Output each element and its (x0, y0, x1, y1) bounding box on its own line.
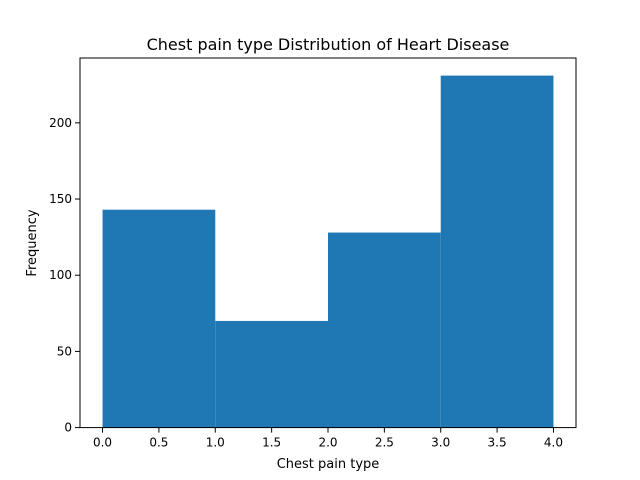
x-axis-ticks: 0.0 0.5 1.0 1.5 2.0 2.5 3.0 3.5 4.0 (93, 427, 563, 450)
y-tick-label: 50 (57, 344, 72, 358)
x-tick-label: 4.0 (544, 436, 563, 450)
y-tick-label: 100 (49, 268, 72, 282)
y-tick-label: 200 (49, 116, 72, 130)
x-tick-label: 2.5 (375, 436, 394, 450)
histogram-bar-2 (215, 320, 328, 428)
y-tick-label: 150 (49, 192, 72, 206)
histogram-bar-1 (102, 209, 216, 428)
x-axis-label: Chest pain type (277, 457, 380, 472)
y-tick-label: 0 (64, 421, 72, 435)
x-tick-label: 2.0 (318, 436, 337, 450)
y-axis-label: Frequency (25, 209, 40, 276)
histogram-bar-4 (440, 75, 554, 428)
histogram-bar-3 (328, 232, 441, 428)
x-tick-label: 1.0 (206, 436, 225, 450)
y-axis-ticks: 0 50 100 150 200 (49, 116, 80, 435)
x-tick-label: 3.0 (431, 436, 450, 450)
x-tick-label: 0.5 (149, 436, 168, 450)
chart-title: Chest pain type Distribution of Heart Di… (147, 35, 510, 54)
x-tick-label: 1.5 (262, 436, 281, 450)
bars-layer (102, 75, 554, 428)
x-tick-label: 0.0 (93, 436, 112, 450)
x-tick-label: 3.5 (488, 436, 507, 450)
